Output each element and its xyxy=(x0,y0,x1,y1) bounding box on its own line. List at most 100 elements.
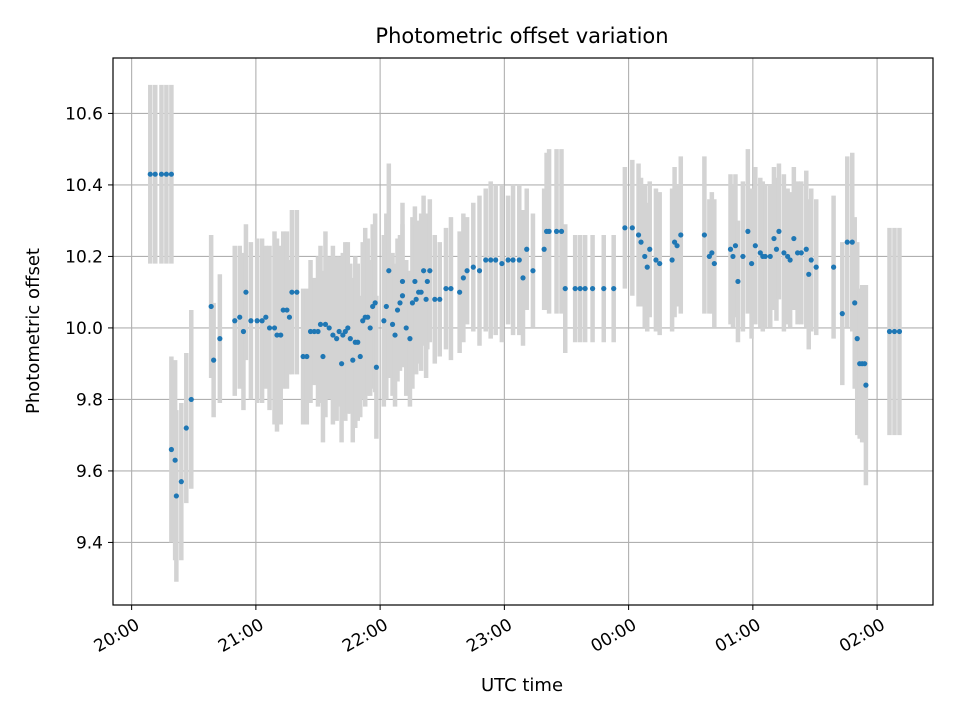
data-point xyxy=(678,232,684,238)
chart-title: Photometric offset variation xyxy=(375,24,668,48)
data-point xyxy=(347,336,353,342)
data-point xyxy=(232,318,238,324)
data-point xyxy=(172,457,178,463)
data-point xyxy=(147,171,153,177)
data-point xyxy=(397,300,403,306)
data-point xyxy=(476,268,483,274)
data-point xyxy=(767,253,773,260)
data-point xyxy=(320,353,326,360)
data-point xyxy=(311,328,317,335)
data-point xyxy=(271,325,278,331)
data-point xyxy=(237,314,243,320)
data-point xyxy=(208,303,214,310)
data-point xyxy=(334,336,340,342)
data-point xyxy=(407,336,413,342)
data-point xyxy=(730,253,736,260)
data-point xyxy=(412,278,418,285)
data-point xyxy=(392,332,398,338)
data-point xyxy=(505,257,511,263)
data-point xyxy=(448,285,454,292)
data-point xyxy=(263,314,269,320)
data-point xyxy=(326,325,332,331)
data-point xyxy=(601,285,607,292)
data-point xyxy=(647,246,653,252)
data-point xyxy=(896,328,903,335)
data-point xyxy=(399,278,406,285)
data-point xyxy=(727,246,734,252)
data-point xyxy=(168,171,174,177)
data-point xyxy=(562,285,568,292)
data-point xyxy=(701,232,707,238)
data-point xyxy=(516,257,522,263)
data-point xyxy=(460,275,466,281)
data-point xyxy=(541,246,547,252)
data-point xyxy=(806,271,812,277)
data-point xyxy=(278,332,284,338)
data-point xyxy=(403,325,409,331)
data-point xyxy=(307,328,314,335)
data-point xyxy=(638,239,644,245)
data-point xyxy=(399,293,406,299)
data-point xyxy=(330,332,336,338)
data-point xyxy=(437,296,443,302)
data-point xyxy=(254,318,260,324)
data-point xyxy=(572,285,578,292)
data-point xyxy=(300,353,306,360)
data-point xyxy=(771,235,777,242)
y-axis: 9.4 9.6 9.8 10.0 10.2 10.4 10.6 xyxy=(65,104,113,553)
y-tick-label: 10.2 xyxy=(65,247,103,267)
data-point xyxy=(644,264,650,270)
data-points xyxy=(147,171,903,499)
data-point xyxy=(862,361,868,367)
data-point xyxy=(657,260,663,267)
data-point xyxy=(240,328,247,335)
x-axis-title: UTC time xyxy=(481,675,563,696)
y-tick-label: 9.8 xyxy=(76,390,103,410)
data-point xyxy=(582,285,588,292)
data-point xyxy=(558,228,565,234)
data-point xyxy=(488,257,494,263)
data-point xyxy=(752,243,758,249)
data-point xyxy=(546,228,552,234)
data-point xyxy=(418,289,424,295)
data-point xyxy=(173,493,179,499)
data-point xyxy=(553,228,560,234)
data-point xyxy=(345,325,351,331)
data-point xyxy=(322,321,329,327)
data-point xyxy=(781,250,787,256)
data-point xyxy=(653,257,659,263)
data-point xyxy=(413,296,419,302)
data-point xyxy=(622,225,628,231)
data-point xyxy=(183,425,189,431)
data-point xyxy=(158,171,165,177)
data-point xyxy=(457,289,463,295)
data-point xyxy=(483,257,489,263)
y-tick-label: 9.4 xyxy=(76,533,103,553)
data-point xyxy=(798,250,804,256)
data-point xyxy=(248,318,254,324)
data-point xyxy=(854,336,860,342)
data-point xyxy=(315,328,321,335)
data-point xyxy=(635,232,642,238)
data-point xyxy=(386,268,392,274)
data-point xyxy=(773,246,780,252)
data-point xyxy=(336,328,342,335)
data-point xyxy=(803,246,809,252)
plot-frame xyxy=(112,57,934,606)
data-point xyxy=(424,278,430,285)
data-point xyxy=(520,275,526,281)
data-point xyxy=(365,314,371,320)
data-point xyxy=(421,268,427,274)
data-point xyxy=(280,307,286,313)
data-point xyxy=(709,250,715,256)
data-point xyxy=(389,321,396,327)
data-point xyxy=(163,171,170,177)
data-point xyxy=(808,257,814,263)
data-point xyxy=(339,361,345,367)
data-point xyxy=(317,321,324,327)
data-point xyxy=(357,353,363,360)
data-point xyxy=(735,278,741,285)
data-point xyxy=(762,253,768,260)
